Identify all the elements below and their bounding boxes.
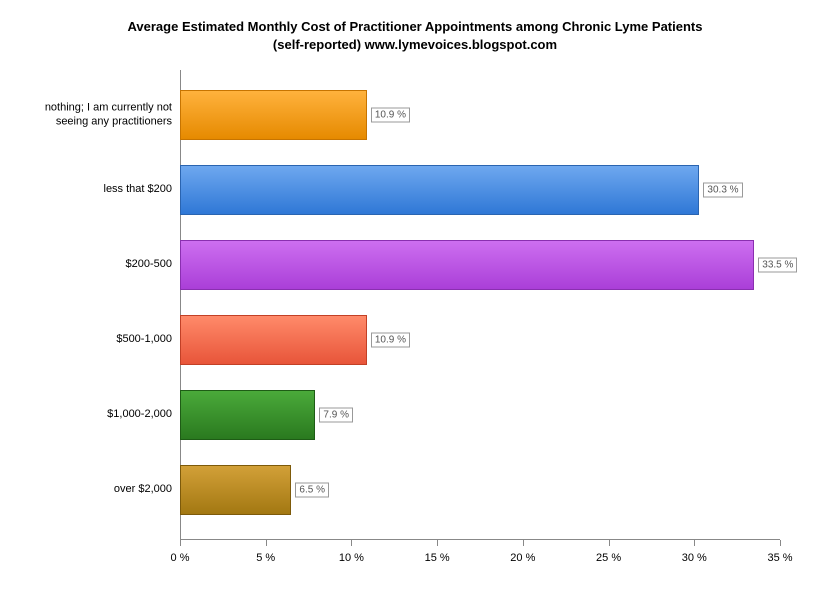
x-tick-label: 25 %	[596, 552, 621, 564]
x-tick	[609, 540, 610, 546]
bar	[180, 390, 315, 440]
x-tick	[694, 540, 695, 546]
bar	[180, 240, 754, 290]
x-tick-label: 10 %	[339, 552, 364, 564]
x-axis	[180, 539, 780, 540]
category-label: over $2,000	[12, 483, 172, 497]
x-tick-label: 20 %	[510, 552, 535, 564]
chart-title-line2: (self-reported) www.lymevoices.blogspot.…	[273, 37, 557, 52]
x-tick	[351, 540, 352, 546]
bar-row: $200-50033.5 %	[180, 240, 780, 290]
bar-row: over $2,0006.5 %	[180, 465, 780, 515]
chart-title-line1: Average Estimated Monthly Cost of Practi…	[128, 19, 703, 34]
chart-title: Average Estimated Monthly Cost of Practi…	[0, 18, 830, 53]
category-label: $500-1,000	[12, 333, 172, 347]
value-label: 10.9 %	[371, 333, 410, 348]
x-tick	[266, 540, 267, 546]
plot-area: nothing; I am currently not seeing any p…	[180, 70, 780, 540]
value-label: 10.9 %	[371, 108, 410, 123]
x-tick	[437, 540, 438, 546]
x-tick-label: 5 %	[256, 552, 275, 564]
value-label: 30.3 %	[703, 183, 742, 198]
value-label: 6.5 %	[295, 483, 329, 498]
bar-row: nothing; I am currently not seeing any p…	[180, 90, 780, 140]
value-label: 7.9 %	[319, 408, 353, 423]
x-tick-label: 35 %	[767, 552, 792, 564]
value-label: 33.5 %	[758, 258, 797, 273]
bar	[180, 90, 367, 140]
x-tick-label: 30 %	[682, 552, 707, 564]
bar-row: less that $20030.3 %	[180, 165, 780, 215]
category-label: $1,000-2,000	[12, 408, 172, 422]
x-tick	[523, 540, 524, 546]
bar	[180, 315, 367, 365]
bar-row: $500-1,00010.9 %	[180, 315, 780, 365]
category-label: less that $200	[12, 183, 172, 197]
bar-row: $1,000-2,0007.9 %	[180, 390, 780, 440]
x-tick	[180, 540, 181, 546]
bar	[180, 465, 291, 515]
category-label: nothing; I am currently not seeing any p…	[12, 101, 172, 129]
x-tick-label: 0 %	[171, 552, 190, 564]
x-tick-label: 15 %	[425, 552, 450, 564]
bar	[180, 165, 699, 215]
category-label: $200-500	[12, 258, 172, 272]
x-tick	[780, 540, 781, 546]
